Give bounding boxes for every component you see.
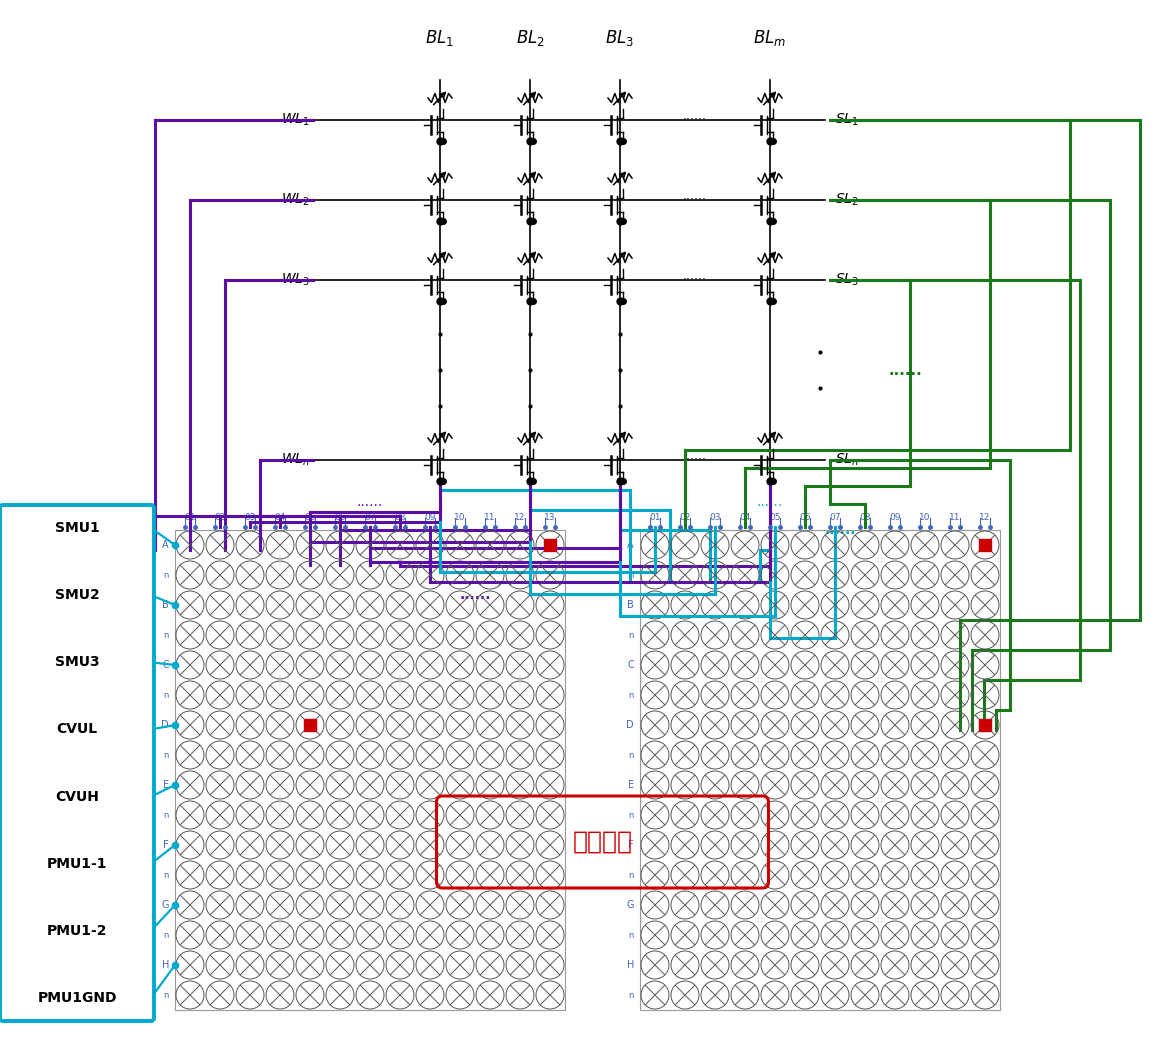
Text: 10: 10 xyxy=(454,513,466,522)
Text: 06: 06 xyxy=(800,513,810,522)
Text: ......: ...... xyxy=(683,269,707,281)
Text: SMU1: SMU1 xyxy=(54,521,100,535)
Text: n: n xyxy=(163,751,169,759)
Text: n: n xyxy=(629,751,634,759)
Text: $BL_1$: $BL_1$ xyxy=(426,28,454,48)
Text: n: n xyxy=(163,930,169,940)
Text: G: G xyxy=(161,900,169,910)
Text: 07: 07 xyxy=(365,513,376,522)
Text: H: H xyxy=(627,960,634,970)
Text: B: B xyxy=(162,600,169,610)
Text: 06: 06 xyxy=(334,513,346,522)
Text: n: n xyxy=(163,990,169,1000)
Text: ......: ...... xyxy=(757,495,783,509)
Text: CVUL: CVUL xyxy=(56,723,98,736)
Text: $WL_3$: $WL_3$ xyxy=(281,272,310,288)
Text: $SL_1$: $SL_1$ xyxy=(835,112,858,129)
Text: n: n xyxy=(629,870,634,879)
Text: ......: ...... xyxy=(683,109,707,121)
Text: C: C xyxy=(162,660,169,670)
Text: ......: ...... xyxy=(888,363,922,377)
Text: n: n xyxy=(163,870,169,879)
Text: E: E xyxy=(162,780,169,790)
Text: ......: ...... xyxy=(356,495,383,509)
Text: D: D xyxy=(627,720,634,730)
Text: n: n xyxy=(629,691,634,700)
Text: 矩陣开关: 矩陣开关 xyxy=(573,830,633,854)
Text: n: n xyxy=(163,570,169,580)
Text: $BL_2$: $BL_2$ xyxy=(515,28,544,48)
Text: $SL_2$: $SL_2$ xyxy=(835,192,858,208)
Text: n: n xyxy=(163,630,169,640)
Text: 05: 05 xyxy=(769,513,781,522)
Text: PMU1GND: PMU1GND xyxy=(38,991,116,1005)
Text: n: n xyxy=(629,630,634,640)
Text: n: n xyxy=(629,990,634,1000)
Text: F: F xyxy=(163,840,169,850)
Text: 03: 03 xyxy=(709,513,721,522)
Text: 05: 05 xyxy=(305,513,315,522)
Text: $BL_m$: $BL_m$ xyxy=(754,28,787,48)
Text: C: C xyxy=(627,660,634,670)
Bar xyxy=(640,530,1000,1010)
Text: CVUH: CVUH xyxy=(55,789,99,804)
Text: G: G xyxy=(627,900,634,910)
Text: n: n xyxy=(163,691,169,700)
Text: ......: ...... xyxy=(683,189,707,201)
Text: 02: 02 xyxy=(680,513,690,522)
Text: 11: 11 xyxy=(485,513,496,522)
Text: n: n xyxy=(629,570,634,580)
Text: 08: 08 xyxy=(394,513,406,522)
Text: $WL_n$: $WL_n$ xyxy=(281,452,310,468)
Text: SMU2: SMU2 xyxy=(54,588,100,602)
Text: $SL_3$: $SL_3$ xyxy=(835,272,858,288)
FancyBboxPatch shape xyxy=(0,505,154,1021)
Text: D: D xyxy=(161,720,169,730)
Text: A: A xyxy=(627,540,634,550)
Text: 01: 01 xyxy=(185,513,195,522)
Text: n: n xyxy=(629,930,634,940)
Text: SMU3: SMU3 xyxy=(55,655,99,669)
Text: 09: 09 xyxy=(425,513,436,522)
Text: $BL_3$: $BL_3$ xyxy=(606,28,635,48)
Text: $SL_n$: $SL_n$ xyxy=(835,452,858,468)
Text: 08: 08 xyxy=(860,513,870,522)
Text: 13: 13 xyxy=(544,513,556,522)
Text: $WL_1$: $WL_1$ xyxy=(281,112,310,129)
Text: E: E xyxy=(628,780,634,790)
Text: n: n xyxy=(629,811,634,819)
Text: H: H xyxy=(161,960,169,970)
Text: 12: 12 xyxy=(514,513,526,522)
Text: B: B xyxy=(627,600,634,610)
Text: 09: 09 xyxy=(889,513,901,522)
Text: ......: ...... xyxy=(824,523,856,537)
Text: 12: 12 xyxy=(980,513,990,522)
Text: 01: 01 xyxy=(649,513,661,522)
Text: 04: 04 xyxy=(274,513,286,522)
Bar xyxy=(175,530,564,1010)
Text: 07: 07 xyxy=(829,513,841,522)
Text: 04: 04 xyxy=(740,513,750,522)
Text: PMU1-2: PMU1-2 xyxy=(47,924,107,937)
Text: 10: 10 xyxy=(920,513,930,522)
Text: PMU1-1: PMU1-1 xyxy=(47,857,107,871)
Text: ......: ...... xyxy=(460,588,490,602)
Text: 03: 03 xyxy=(245,513,255,522)
Text: 11: 11 xyxy=(949,513,961,522)
Text: ......: ...... xyxy=(683,448,707,461)
Text: n: n xyxy=(163,811,169,819)
Text: $WL_2$: $WL_2$ xyxy=(281,192,310,208)
Text: F: F xyxy=(628,840,634,850)
Text: 02: 02 xyxy=(214,513,226,522)
Text: A: A xyxy=(162,540,169,550)
